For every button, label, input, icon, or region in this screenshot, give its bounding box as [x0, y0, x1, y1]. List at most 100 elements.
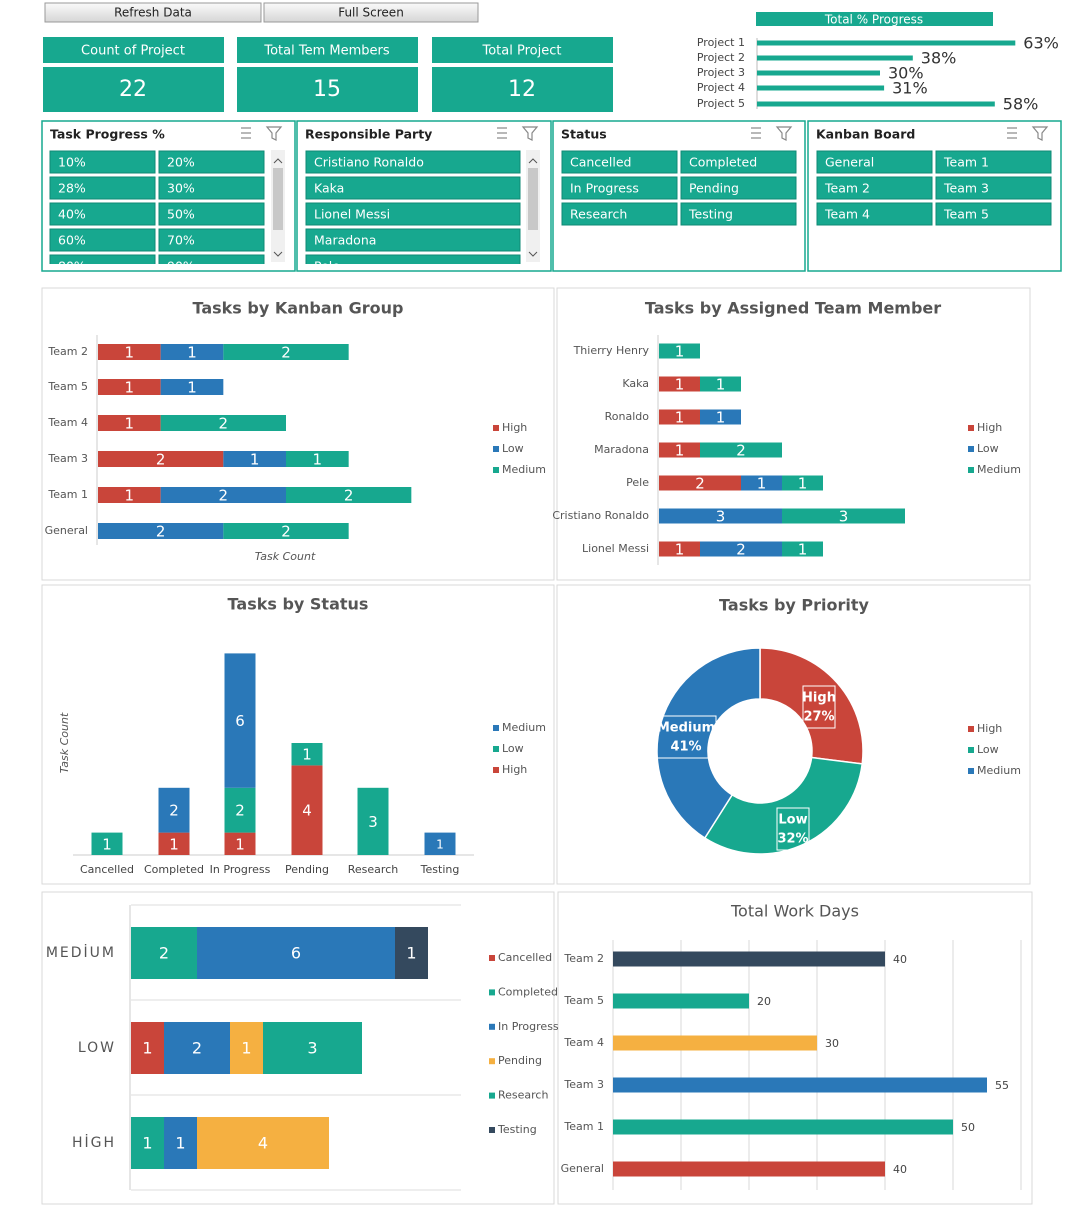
slicer-item[interactable]: Testing	[680, 202, 797, 226]
bar	[757, 101, 995, 107]
slicer-item[interactable]: Kaka	[305, 176, 521, 200]
slicer-item[interactable]: 30%	[158, 176, 265, 200]
slicer-item-label: Testing	[688, 207, 733, 222]
slicer-item-label: Pending	[689, 181, 739, 196]
slicer-item[interactable]: Lionel Messi	[305, 202, 521, 226]
bar-segment	[700, 541, 782, 557]
slicer-item[interactable]: Cristiano Ronaldo	[305, 150, 521, 174]
segment-label: 2	[736, 442, 746, 460]
chart-title: Tasks by Kanban Group	[192, 299, 403, 318]
slicer-item[interactable]: Pele	[305, 254, 521, 277]
bar-segment	[659, 442, 700, 458]
slicer-items: 10% 20% 28% 30% 40% 50% 60% 70% 80% 90%	[49, 150, 265, 277]
slicer-item[interactable]: 60%	[49, 228, 156, 252]
button[interactable]: Full Screen	[263, 2, 479, 23]
segment-label: 3	[839, 508, 849, 526]
legend-swatch	[968, 747, 974, 753]
slicer-item[interactable]: Team 4	[816, 202, 933, 226]
slicer-item[interactable]: 50%	[158, 202, 265, 226]
column-segment	[91, 832, 123, 855]
legend-swatch	[493, 767, 499, 773]
segment-label: 1	[241, 1039, 251, 1058]
legend-swatch	[968, 467, 974, 473]
slicer-button	[49, 228, 156, 252]
scroll-thumb	[528, 168, 538, 230]
slicer-item[interactable]: Cancelled	[561, 150, 678, 174]
slicer-item[interactable]: Maradona	[305, 228, 521, 252]
slicer-item[interactable]: Team 3	[935, 176, 1052, 200]
slicer-button	[935, 176, 1052, 200]
scroll-up	[528, 158, 538, 164]
bar-segment	[230, 1022, 263, 1074]
slicer-item[interactable]: Research	[561, 202, 678, 226]
slicer-item-label: 60%	[58, 233, 86, 248]
slicer-button	[680, 176, 797, 200]
legend-swatch	[493, 446, 499, 452]
bar-segment	[700, 376, 741, 392]
category-label: Testing	[420, 863, 460, 876]
bar-segment	[131, 1117, 164, 1169]
bar	[613, 1077, 987, 1093]
legend-label: Cancelled	[498, 951, 552, 964]
bar-segment	[164, 1117, 197, 1169]
slicer-button	[49, 150, 156, 174]
legend-swatch	[489, 955, 495, 961]
slicer-item[interactable]: In Progress	[561, 176, 678, 200]
slicer-item-label: Team 5	[943, 207, 989, 222]
label-box	[655, 715, 717, 759]
category-label: Cristiano Ronaldo	[552, 509, 649, 522]
segment-label: 4	[258, 1134, 268, 1153]
bar	[613, 1119, 953, 1135]
segment-label: 1	[313, 451, 323, 469]
filter-icon	[1031, 126, 1049, 141]
slicer-item[interactable]: Team 1	[935, 150, 1052, 174]
filter-icon	[775, 126, 793, 141]
filter-icon	[521, 126, 539, 141]
chart-title: Total % Progress	[824, 13, 923, 27]
slicer-button	[680, 150, 797, 174]
slicer-button	[816, 202, 933, 226]
bar-segment	[782, 475, 823, 491]
segment-label: 2	[156, 451, 166, 469]
button[interactable]: Refresh Data	[44, 2, 262, 23]
bar-segment	[98, 487, 161, 503]
slicer-item[interactable]: 10%	[49, 150, 156, 174]
slicer-item[interactable]: Completed	[680, 150, 797, 174]
slicer-item[interactable]: Pending	[680, 176, 797, 200]
segment-label: 1	[102, 835, 112, 853]
slicer-title: Kanban Board	[816, 127, 915, 142]
slicer-item[interactable]: 70%	[158, 228, 265, 252]
slicer-item[interactable]: Team 2	[816, 176, 933, 200]
slicer-item-label: 28%	[58, 181, 86, 196]
slicer-item[interactable]: 80%	[49, 254, 156, 277]
slicer-item[interactable]: 90%	[158, 254, 265, 277]
legend-swatch	[489, 1058, 495, 1065]
segment-label: 1	[675, 409, 685, 427]
segment-label: 1	[187, 344, 197, 362]
slicer-item[interactable]: 40%	[49, 202, 156, 226]
slicer-icons	[751, 126, 793, 141]
segment-label: 1	[125, 415, 135, 433]
category-label: HİGH	[72, 1133, 116, 1151]
kpi-label: Count of Project	[81, 44, 185, 59]
slicer-button	[49, 176, 156, 200]
slicer-icons	[497, 126, 539, 141]
label-box	[802, 685, 836, 729]
slicer-item[interactable]: 20%	[158, 150, 265, 174]
slicer-button	[305, 254, 521, 264]
slicer-item[interactable]: General	[816, 150, 933, 174]
category-label: LOW	[78, 1040, 116, 1056]
bar-segment	[160, 344, 224, 360]
slice-name: Low	[778, 813, 807, 828]
slicer-item[interactable]: 28%	[49, 176, 156, 200]
category-label: Project 2	[697, 51, 745, 64]
legend-label: Completed	[498, 985, 558, 998]
slicer-item[interactable]: Team 5	[935, 202, 1052, 226]
kpi-header	[237, 37, 418, 63]
column-segment	[424, 832, 456, 855]
slicer-item-label: Team 2	[824, 181, 870, 196]
slicer-item-label: General	[825, 155, 874, 170]
filter-icon	[265, 126, 283, 141]
slicer-button	[49, 254, 156, 264]
category-label: Cancelled	[80, 863, 134, 876]
